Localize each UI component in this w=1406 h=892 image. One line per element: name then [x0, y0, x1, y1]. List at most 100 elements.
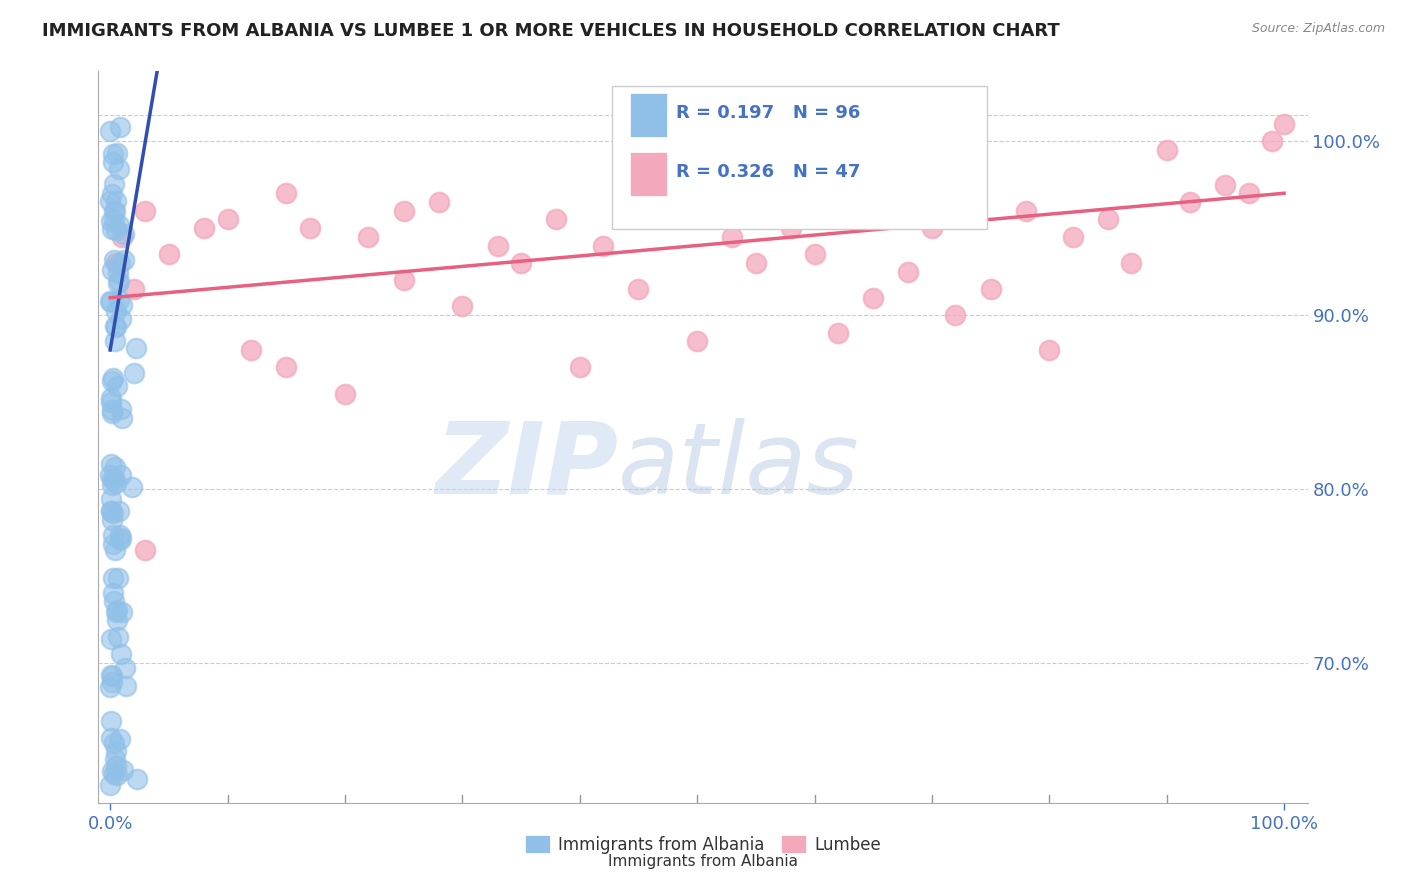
- Text: atlas: atlas: [619, 417, 860, 515]
- Point: [392, 273, 415, 287]
- Point: [686, 334, 709, 349]
- Point: [107, 145, 129, 160]
- Point: [100, 504, 122, 518]
- Point: [105, 476, 128, 491]
- Point: [662, 203, 685, 218]
- Point: [100, 714, 122, 728]
- Point: [486, 238, 509, 252]
- Point: [103, 736, 125, 750]
- Point: [110, 531, 132, 545]
- Point: [122, 366, 145, 380]
- Point: [110, 120, 132, 134]
- Point: [100, 467, 122, 482]
- Point: [427, 194, 450, 209]
- Point: [112, 227, 135, 242]
- Point: [124, 341, 146, 355]
- Point: [101, 406, 124, 420]
- Point: [108, 256, 131, 270]
- Text: Immigrants from Albania: Immigrants from Albania: [607, 854, 799, 869]
- Point: [122, 282, 145, 296]
- Point: [392, 203, 415, 218]
- Point: [107, 631, 129, 645]
- Point: [100, 391, 122, 405]
- Point: [240, 343, 263, 357]
- Point: [114, 680, 136, 694]
- Point: [107, 571, 129, 585]
- Point: [276, 360, 298, 375]
- Point: [108, 293, 131, 308]
- Point: [107, 274, 129, 288]
- Point: [104, 543, 127, 558]
- Point: [1097, 212, 1119, 227]
- Point: [110, 467, 132, 482]
- Point: [193, 221, 215, 235]
- Point: [98, 680, 121, 694]
- Point: [103, 767, 125, 781]
- Point: [803, 247, 825, 261]
- Point: [105, 758, 128, 772]
- Point: [105, 320, 128, 334]
- Point: [101, 669, 124, 683]
- Point: [1156, 143, 1178, 157]
- Point: [333, 386, 356, 401]
- Point: [121, 480, 143, 494]
- Point: [104, 204, 127, 219]
- Point: [980, 282, 1002, 296]
- Point: [1272, 117, 1295, 131]
- Point: [103, 252, 125, 267]
- Point: [108, 503, 131, 517]
- Point: [103, 593, 125, 607]
- Point: [100, 213, 122, 227]
- Point: [103, 570, 125, 584]
- Point: [1237, 186, 1260, 201]
- Point: [100, 504, 122, 518]
- Point: [103, 204, 125, 219]
- Point: [105, 744, 128, 758]
- Point: [103, 213, 125, 227]
- Point: [745, 256, 768, 270]
- Legend: Immigrants from Albania, Lumbee: Immigrants from Albania, Lumbee: [517, 829, 889, 860]
- Point: [110, 647, 132, 661]
- Point: [101, 371, 124, 385]
- Point: [108, 732, 131, 747]
- Point: [100, 457, 122, 471]
- Point: [98, 294, 121, 309]
- Point: [134, 203, 156, 218]
- Point: [105, 768, 128, 782]
- Point: [110, 402, 132, 417]
- Point: [276, 186, 298, 201]
- FancyBboxPatch shape: [613, 86, 987, 228]
- Point: [451, 300, 474, 314]
- Point: [100, 222, 122, 236]
- Point: [104, 751, 127, 765]
- Point: [105, 304, 128, 318]
- Point: [100, 187, 122, 202]
- Point: [357, 229, 380, 244]
- Point: [101, 513, 124, 527]
- Point: [101, 402, 124, 417]
- Point: [1215, 178, 1237, 192]
- Point: [104, 334, 127, 348]
- Point: [101, 537, 124, 551]
- Point: [114, 661, 136, 675]
- Point: [104, 460, 127, 475]
- Point: [105, 603, 128, 617]
- Point: [100, 731, 122, 745]
- Point: [100, 764, 122, 778]
- Point: [111, 229, 134, 244]
- Point: [105, 605, 128, 619]
- Point: [101, 506, 124, 520]
- Point: [101, 586, 124, 600]
- Text: ZIP: ZIP: [436, 417, 619, 515]
- Point: [827, 326, 849, 340]
- Point: [103, 177, 125, 191]
- Point: [1015, 203, 1038, 218]
- Point: [105, 223, 128, 237]
- Point: [111, 763, 134, 777]
- Point: [98, 778, 121, 792]
- Point: [100, 492, 122, 507]
- Text: R = 0.326   N = 47: R = 0.326 N = 47: [676, 163, 860, 181]
- Point: [568, 360, 591, 375]
- Bar: [630, 94, 666, 137]
- Point: [100, 632, 122, 646]
